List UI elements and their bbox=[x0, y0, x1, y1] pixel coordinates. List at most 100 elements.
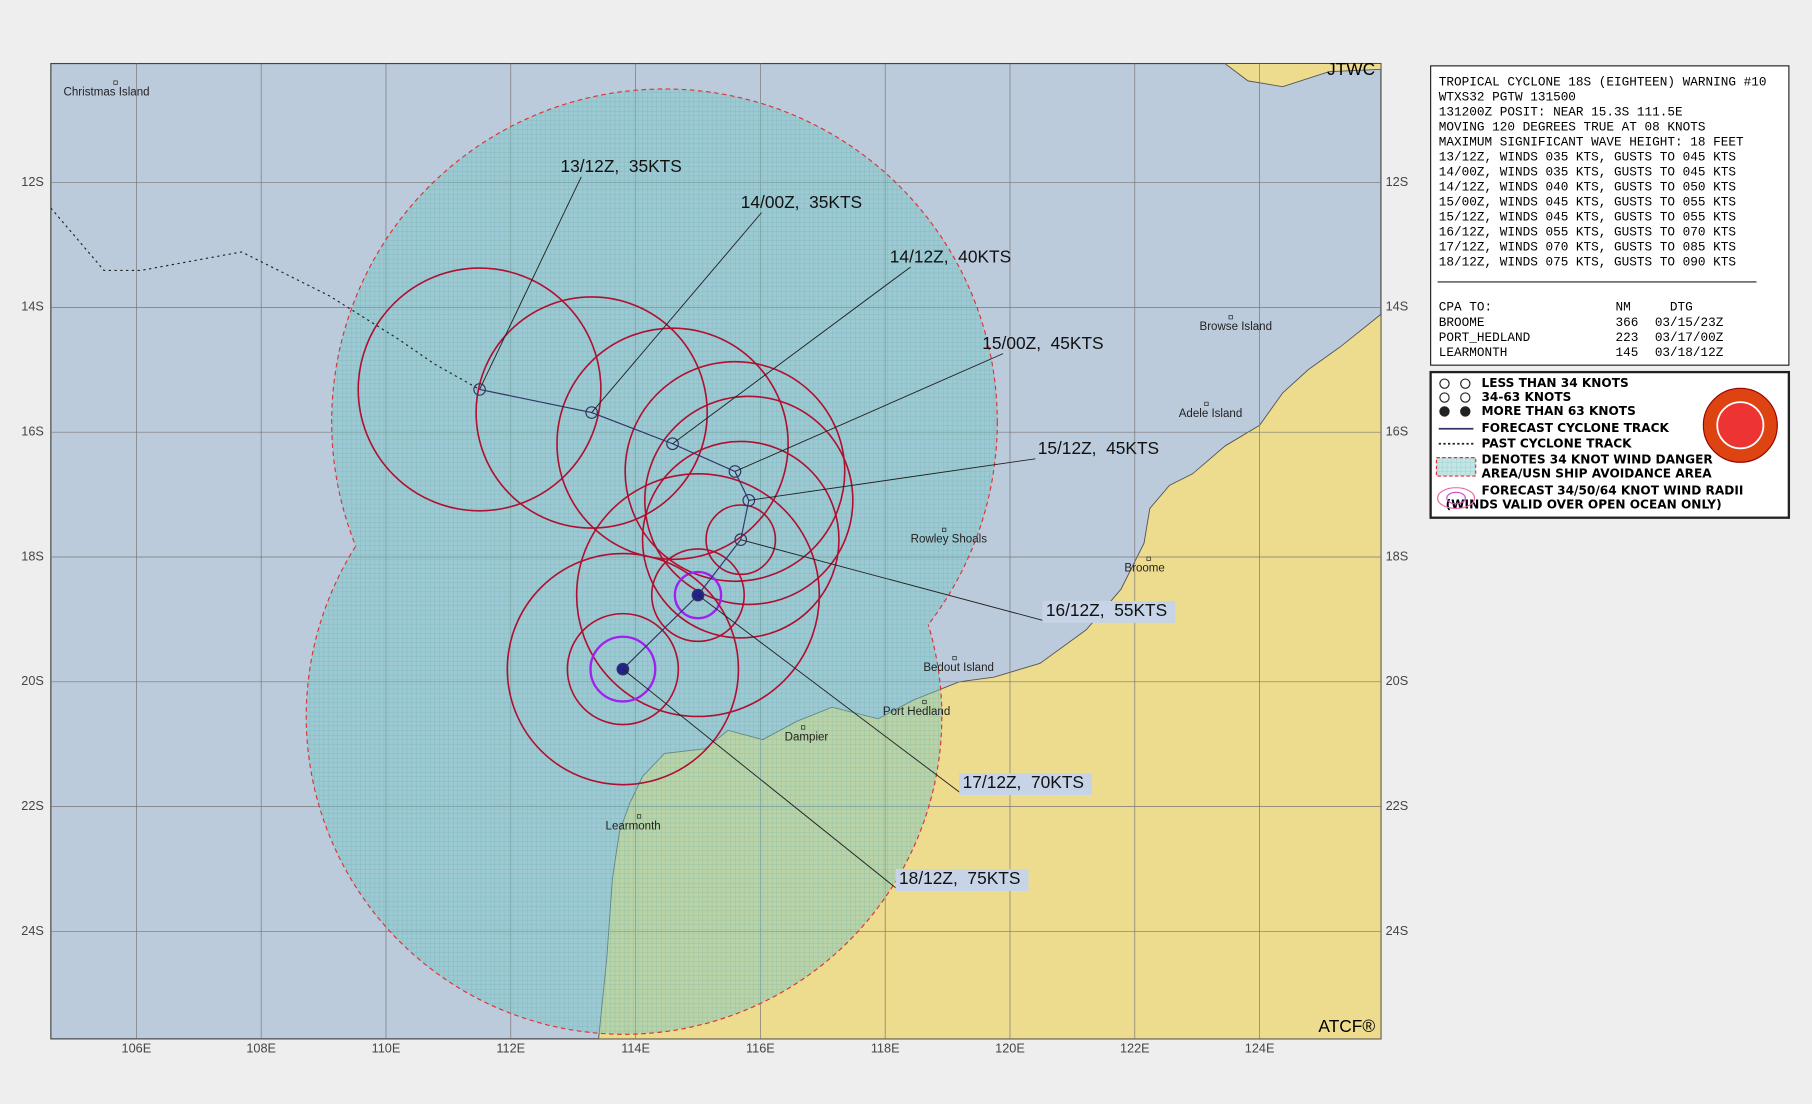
cpa-cell: 03/15/23Z bbox=[1655, 315, 1724, 330]
track-label: 16/12Z, 55KTS bbox=[1046, 600, 1167, 620]
lon-label: 112E bbox=[496, 1041, 525, 1056]
legend-symbol bbox=[1439, 378, 1450, 389]
forecast-track bbox=[479, 388, 750, 670]
leader bbox=[748, 458, 1036, 501]
cpa-cell: 366 bbox=[1616, 315, 1639, 330]
place-marker bbox=[922, 699, 927, 705]
leader bbox=[734, 353, 1004, 472]
lat-label: 18S bbox=[21, 548, 44, 563]
warning-line: 15/12Z, WINDS 045 KTS, GUSTS TO 055 KTS bbox=[1439, 210, 1736, 225]
track-label: 14/12Z, 40KTS bbox=[890, 246, 1011, 266]
danger-outline bbox=[305, 398, 943, 1035]
track-label: 18/12Z, 75KTS bbox=[899, 868, 1020, 888]
lat-label: 24S bbox=[1386, 923, 1409, 938]
legend-symbol bbox=[1439, 392, 1450, 403]
legend-text: PAST CYCLONE TRACK bbox=[1481, 436, 1632, 450]
leader bbox=[622, 668, 898, 890]
warning-line: 13/12Z, WINDS 035 KTS, GUSTS TO 045 KTS bbox=[1439, 150, 1736, 165]
lat-label: 22S bbox=[1386, 798, 1409, 813]
footer: ATCF® bbox=[1318, 1016, 1375, 1036]
lon-label: 118E bbox=[871, 1041, 900, 1056]
radius-34kt bbox=[624, 360, 846, 583]
track-label: 15/00Z, 45KTS bbox=[982, 333, 1103, 353]
lon-label: 122E bbox=[1120, 1041, 1150, 1056]
warning-line: 17/12Z, WINDS 070 KTS, GUSTS TO 085 KTS bbox=[1439, 240, 1736, 255]
warning-line: 14/12Z, WINDS 040 KTS, GUSTS TO 050 KTS bbox=[1439, 180, 1736, 195]
place-name: Port Hedland bbox=[883, 706, 950, 718]
leader bbox=[479, 176, 582, 390]
place-marker bbox=[1204, 401, 1209, 406]
place-name: Dampier bbox=[785, 731, 829, 743]
radius-34kt bbox=[556, 327, 789, 561]
leader bbox=[740, 539, 1044, 622]
warning-line: 15/00Z, WINDS 045 KTS, GUSTS TO 055 KTS bbox=[1439, 195, 1736, 210]
lon-label: 120E bbox=[995, 1041, 1025, 1056]
ticks: 106E 108E 110E 112E 114E 116E 118E 120E 122E 124E… bbox=[21, 174, 1408, 1056]
legend-text: FORECAST CYCLONE TRACK bbox=[1481, 421, 1669, 435]
warning-line: 16/12Z, WINDS 055 KTS, GUSTS TO 070 KTS bbox=[1439, 225, 1736, 240]
warning-text: TROPICAL CYCLONE 18S (EIGHTEEN) WARNING … bbox=[1439, 74, 1767, 359]
cpa-header: DTG bbox=[1670, 300, 1693, 315]
radius-34kt bbox=[575, 472, 821, 718]
legend-symbol bbox=[1460, 406, 1471, 417]
lat-label: 16S bbox=[21, 424, 44, 439]
cpa-cell: 145 bbox=[1616, 345, 1639, 360]
place-marker bbox=[1146, 556, 1151, 561]
agency: JTWC bbox=[1327, 59, 1375, 79]
radius-50kt bbox=[566, 612, 680, 726]
lon-label: 114E bbox=[621, 1041, 650, 1056]
lon-label: 116E bbox=[746, 1041, 775, 1056]
cpa-header: NM bbox=[1616, 300, 1631, 315]
legend-symbol bbox=[1436, 487, 1476, 510]
track-point bbox=[734, 533, 748, 547]
leader bbox=[591, 212, 762, 413]
track-label: 13/12Z, 35KTS bbox=[560, 156, 681, 176]
place-marker bbox=[801, 725, 806, 730]
lat-label: 16S bbox=[1386, 424, 1409, 439]
lon-label: 108E bbox=[246, 1041, 276, 1056]
warning-line: TROPICAL CYCLONE 18S (EIGHTEEN) WARNING … bbox=[1439, 74, 1767, 89]
place-marker bbox=[942, 527, 947, 532]
cpa-cell: 223 bbox=[1616, 330, 1639, 345]
legend-text: FORECAST 34/50/64 KNOT WIND RADII bbox=[1481, 484, 1743, 498]
warning-line: MOVING 120 DEGREES TRUE AT 08 KNOTS bbox=[1439, 119, 1706, 134]
lat-label: 12S bbox=[1386, 174, 1409, 189]
track-label: 15/12Z, 45KTS bbox=[1038, 438, 1159, 458]
track-point bbox=[473, 383, 486, 396]
land-north bbox=[1224, 63, 1381, 88]
place-name: Adele Island bbox=[1179, 408, 1243, 420]
radius-34kt bbox=[475, 296, 709, 529]
label-bg bbox=[1042, 600, 1176, 623]
legend-symbol bbox=[1435, 457, 1477, 477]
cpa-header: CPA TO: bbox=[1439, 300, 1492, 315]
track-point bbox=[742, 494, 756, 507]
lat-label: 12S bbox=[21, 174, 44, 189]
places: Christmas Island Browse Island Adele Islan… bbox=[64, 80, 1272, 832]
lat-label: 24S bbox=[21, 923, 44, 938]
map-body: 13/12Z, 35KTS 14/00Z, 35KTS 14/12Z, 40KTS 1… bbox=[50, 63, 1381, 1039]
danger-area bbox=[306, 398, 942, 1035]
warning-line: 14/00Z, WINDS 035 KTS, GUSTS TO 045 KTS bbox=[1439, 165, 1736, 180]
lon-label: 110E bbox=[372, 1041, 401, 1056]
place-marker bbox=[113, 80, 118, 85]
lat-label: 22S bbox=[21, 798, 44, 813]
legend-text: MORE THAN 63 KNOTS bbox=[1481, 404, 1635, 418]
lat-label: 18S bbox=[1386, 548, 1409, 563]
warning-line: MAXIMUM SIGNIFICANT WAVE HEIGHT: 18 FEET bbox=[1439, 134, 1744, 149]
cpa-cell: LEARMONTH bbox=[1439, 345, 1508, 360]
legend-symbol bbox=[1460, 392, 1471, 403]
warning-line: WTXS32 PGTW 131500 bbox=[1439, 89, 1576, 104]
legend-text: 34-63 KNOTS bbox=[1481, 390, 1571, 404]
danger-outline bbox=[331, 88, 998, 756]
legend-symbol bbox=[1460, 378, 1471, 389]
place-name: Rowley Shoals bbox=[911, 534, 988, 546]
radius-34kt bbox=[506, 552, 740, 786]
radius-34kt bbox=[641, 440, 840, 639]
cpa-cell: 03/18/12Z bbox=[1655, 345, 1724, 360]
track-label: 14/00Z, 35KTS bbox=[741, 192, 862, 212]
wind-radii bbox=[357, 267, 854, 786]
legend-text: AREA/USN SHIP AVOIDANCE AREA bbox=[1481, 466, 1712, 480]
lat-label: 20S bbox=[21, 673, 44, 688]
track-point bbox=[666, 437, 679, 451]
